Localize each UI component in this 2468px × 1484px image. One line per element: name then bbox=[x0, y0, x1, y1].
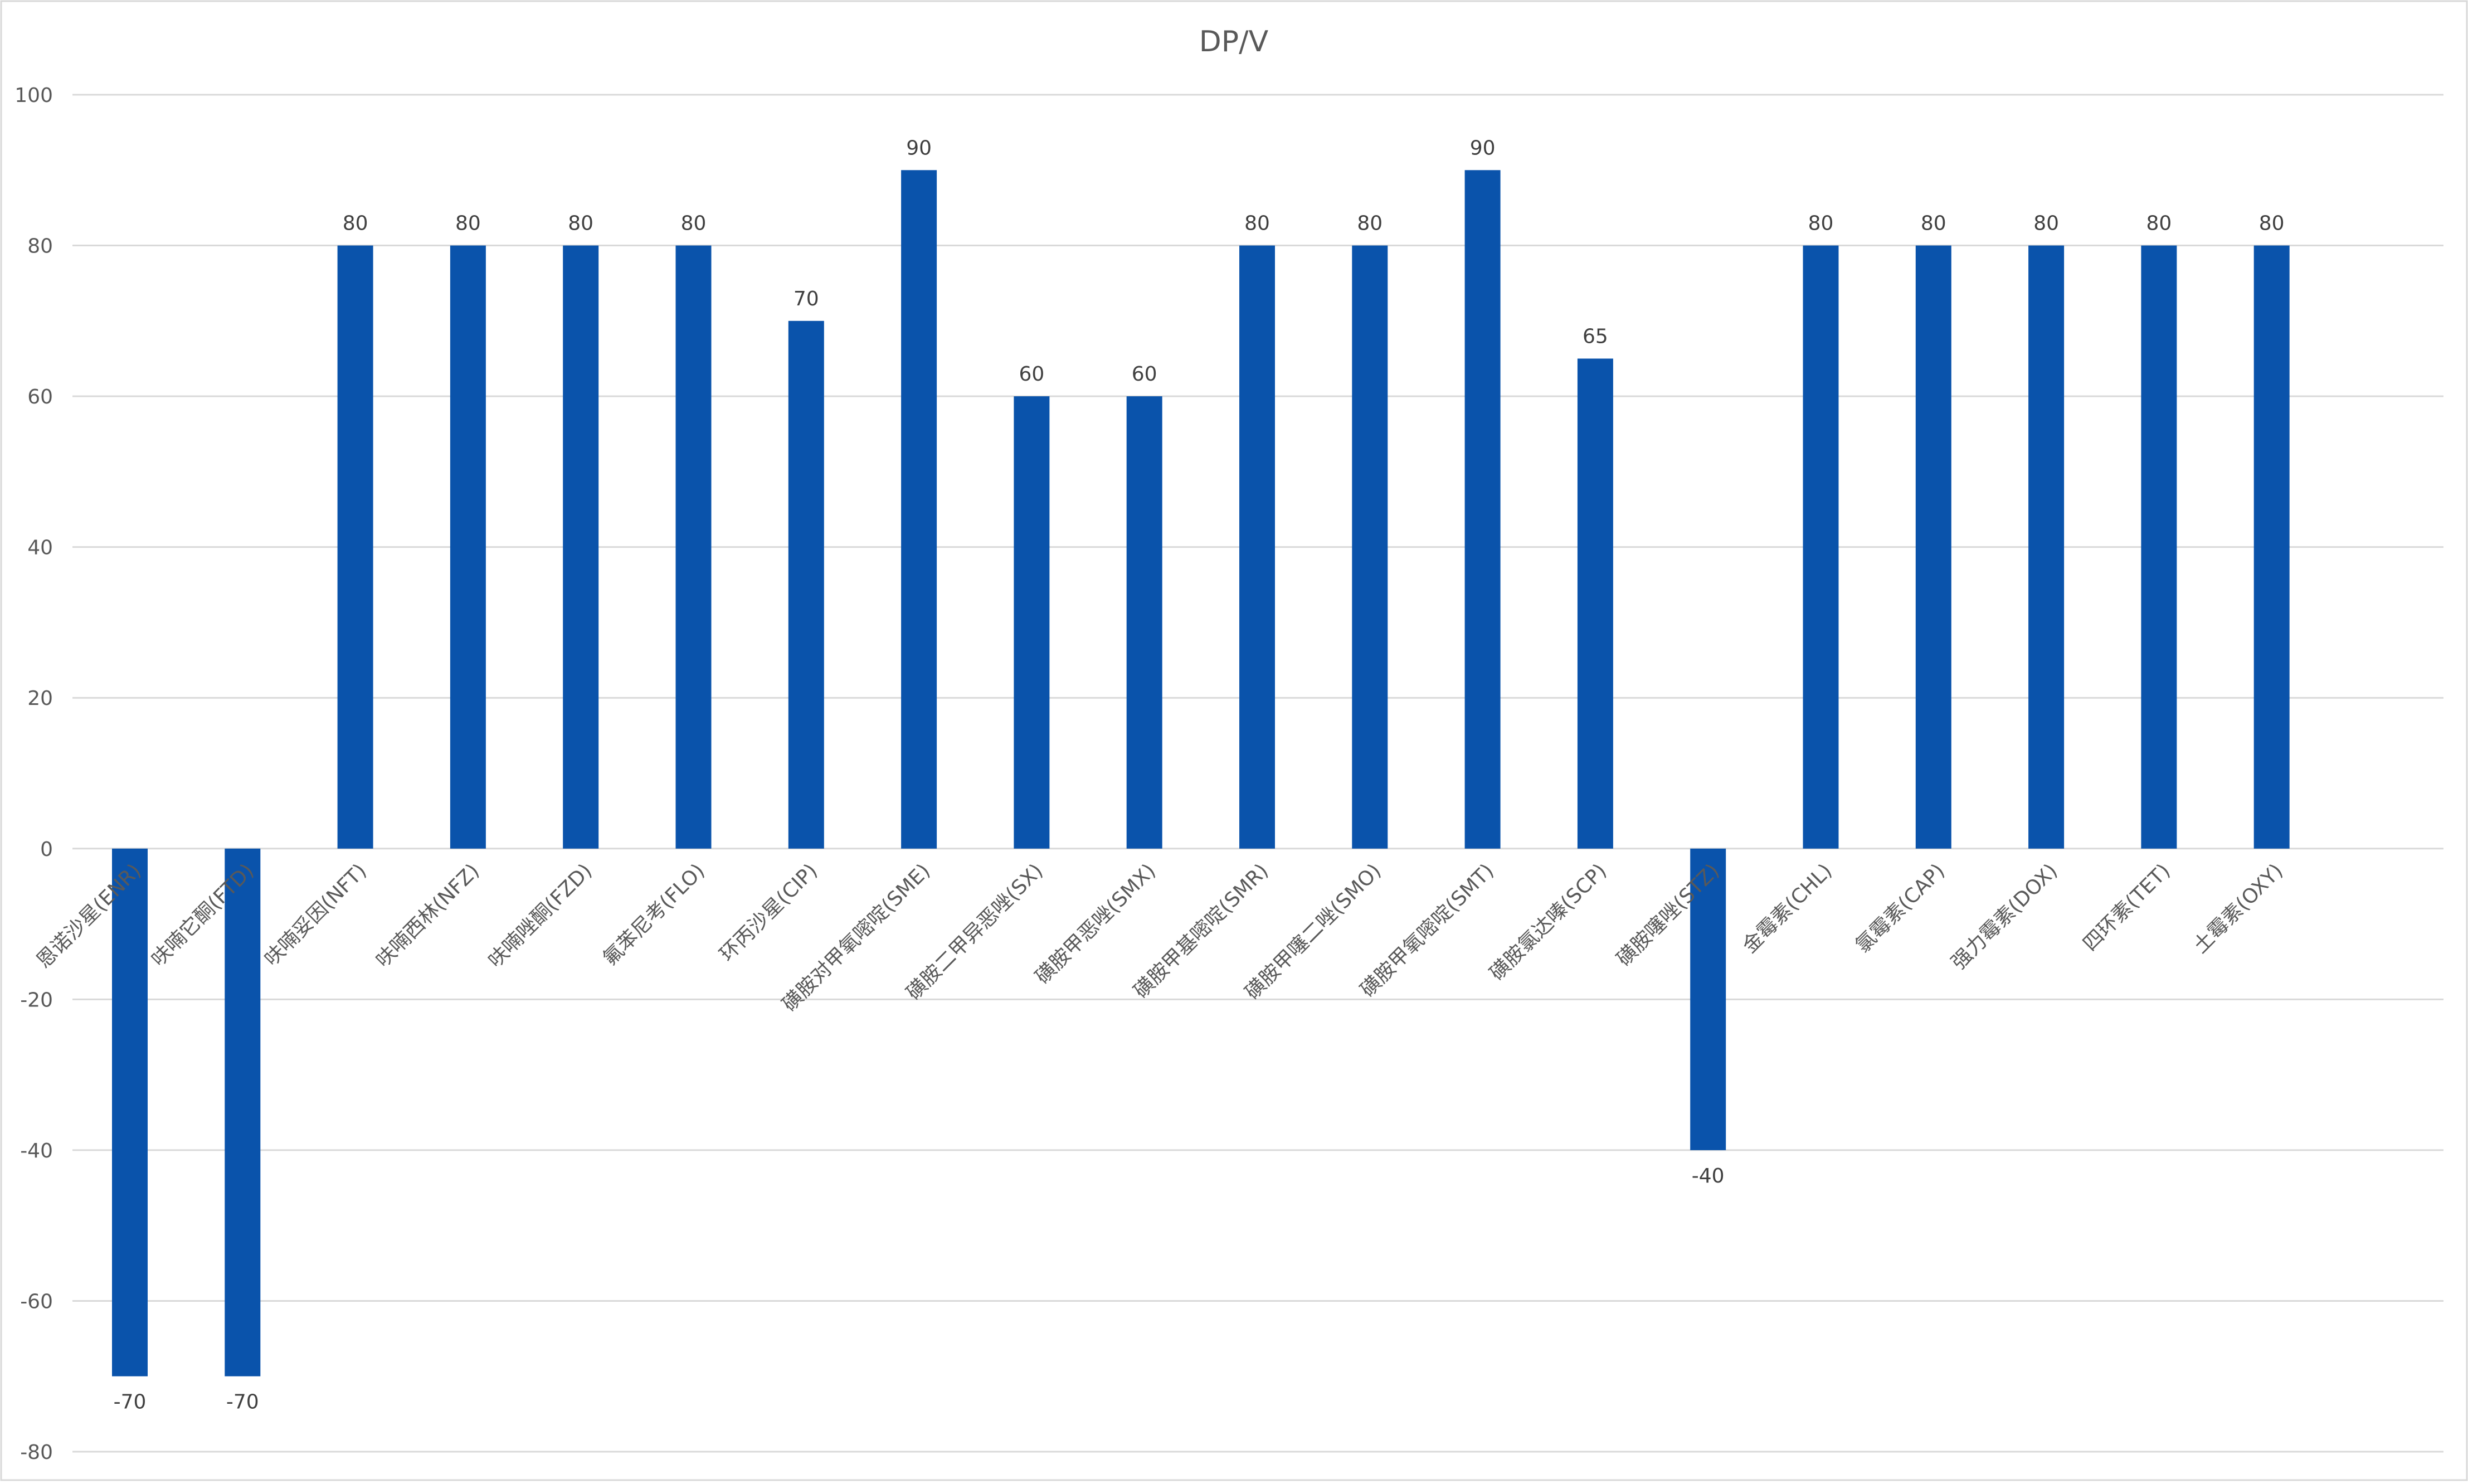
x-tick-label: 氟苯尼考(FLO) bbox=[598, 859, 709, 970]
data-label: 80 bbox=[1921, 212, 1946, 235]
x-tick-label: 四环素(TET) bbox=[2078, 859, 2174, 955]
y-tick-label: -60 bbox=[20, 1290, 53, 1313]
bar bbox=[1464, 170, 1501, 849]
y-tick-label: 60 bbox=[27, 386, 53, 408]
y-tick-label: -20 bbox=[20, 989, 53, 1011]
data-label: -40 bbox=[1692, 1165, 1725, 1188]
bars bbox=[112, 170, 2290, 1376]
y-axis-tick-labels: 100 80 60 40 20 0 -20 -40 -60 -80 bbox=[14, 84, 53, 1464]
y-tick-label: 20 bbox=[27, 687, 53, 710]
bar bbox=[1239, 245, 1275, 849]
y-tick-label: -80 bbox=[20, 1441, 53, 1464]
data-labels: -70 -70 80 80 80 80 70 90 60 60 80 80 90 65 -40 80 80 80 8… bbox=[114, 137, 2285, 1413]
bar bbox=[1352, 245, 1388, 849]
bar bbox=[1126, 396, 1162, 849]
data-label: 80 bbox=[455, 212, 481, 235]
data-label: 90 bbox=[1470, 137, 1496, 159]
y-tick-label: 0 bbox=[40, 838, 53, 861]
bar bbox=[112, 848, 148, 1376]
bar bbox=[675, 245, 712, 849]
x-axis-tick-labels: 恩诺沙星(ENR) 呋喃它酮(FTD) 呋喃妥因(NFT) 呋喃西林(NFZ) 呋喃唑酮… bbox=[32, 859, 2287, 1016]
bar bbox=[225, 848, 261, 1376]
bar bbox=[450, 245, 486, 849]
bar bbox=[563, 245, 599, 849]
y-tick-label: 80 bbox=[27, 235, 53, 258]
data-label: 80 bbox=[2259, 212, 2285, 235]
data-label: 80 bbox=[1357, 212, 1383, 235]
bar bbox=[1690, 848, 1726, 1150]
x-tick-label: 氯霉素(CAP) bbox=[1851, 859, 1949, 957]
x-tick-label: 磺胺甲恶唑(SMX) bbox=[1031, 859, 1160, 989]
data-label: 80 bbox=[2033, 212, 2059, 235]
data-label: 80 bbox=[343, 212, 368, 235]
x-tick-label: 金霉素(CHL) bbox=[1739, 859, 1837, 957]
data-label: 60 bbox=[1019, 363, 1044, 386]
bar bbox=[2253, 245, 2290, 849]
data-label: 60 bbox=[1132, 363, 1157, 386]
bar bbox=[2141, 245, 2177, 849]
data-label: 70 bbox=[794, 288, 819, 310]
bar bbox=[1915, 245, 1951, 849]
chart-title: DP/V bbox=[1199, 25, 1269, 59]
data-label: 80 bbox=[1808, 212, 1834, 235]
bar bbox=[788, 320, 824, 849]
bar bbox=[1014, 396, 1050, 849]
data-label: 90 bbox=[906, 137, 932, 159]
y-tick-label: -40 bbox=[20, 1140, 53, 1162]
data-label: 80 bbox=[2146, 212, 2172, 235]
y-tick-label: 40 bbox=[27, 537, 53, 559]
x-tick-label: 强力霉素(DOX) bbox=[1947, 859, 2062, 974]
bar bbox=[2028, 245, 2065, 849]
bar bbox=[901, 170, 937, 849]
bar bbox=[1803, 245, 1839, 849]
data-label: 65 bbox=[1583, 325, 1608, 348]
x-tick-label: 磺胺氯达嗪(SCP) bbox=[1486, 859, 1611, 985]
y-tick-label: 100 bbox=[14, 84, 53, 107]
x-tick-label: 环丙沙星(CIP) bbox=[715, 859, 822, 966]
data-label: 80 bbox=[568, 212, 593, 235]
x-tick-label: 呋喃妥因(NFT) bbox=[260, 859, 371, 970]
data-label: -70 bbox=[114, 1391, 147, 1414]
x-tick-label: 呋喃西林(NFZ) bbox=[371, 859, 484, 972]
bar bbox=[337, 245, 373, 849]
bar bbox=[1577, 358, 1613, 849]
x-tick-label: 土霉素(OXY) bbox=[2189, 859, 2287, 958]
x-tick-label: 呋喃唑酮(FZD) bbox=[484, 859, 596, 972]
data-label: -70 bbox=[226, 1391, 259, 1414]
data-label: 80 bbox=[1244, 212, 1270, 235]
data-label: 80 bbox=[681, 212, 707, 235]
